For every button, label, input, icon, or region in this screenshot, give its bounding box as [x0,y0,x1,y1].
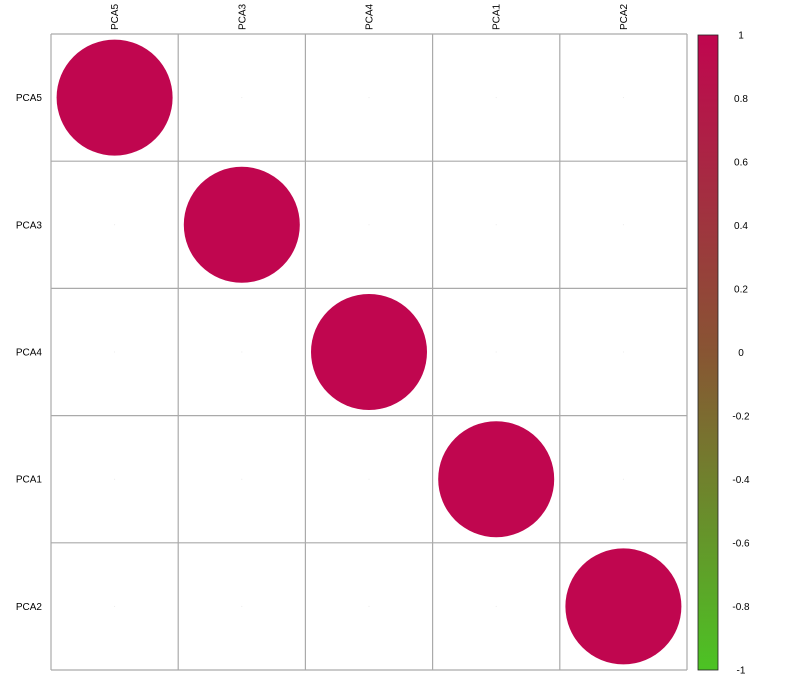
correlation-circle [183,166,300,283]
correlation-circle [241,478,243,480]
correlation-circle [368,605,370,607]
correlation-circle [311,294,427,410]
row-label: PCA5 [16,93,43,104]
colorbar-tick-label: 1 [738,31,744,42]
colorbar-tick-label: -0.6 [732,539,750,550]
row-label: PCA4 [16,348,43,359]
correlation-circle [368,97,370,99]
correlation-circle [622,351,624,353]
colorbar-tick-label: 0 [738,348,744,359]
correlation-circle [114,224,116,226]
colorbar-tick-label: -0.4 [732,475,750,486]
correlation-circle [241,605,243,607]
colorbar-tick-label: -0.2 [732,412,750,423]
colorbar-tick-label: 0.2 [734,285,748,296]
correlation-circle [368,224,370,226]
column-labels: PCA5 PCA3 PCA4 PCA1 PCA2 [110,3,630,30]
correlation-circle [114,351,116,353]
correlation-circle [241,351,243,353]
correlation-circle [114,605,116,607]
correlation-circle [114,478,116,480]
matrix-grid [50,33,688,671]
correlation-circle [622,97,624,99]
correlation-circle [622,224,624,226]
colorbar-tick-label: -0.8 [732,602,750,613]
column-label: PCA2 [619,3,630,30]
colorbar-tick-label: -1 [737,666,746,677]
correlation-circles [56,39,682,665]
correlation-circle [56,39,173,156]
column-label: PCA3 [237,3,248,30]
colorbar-tick-labels: 1 0.8 0.6 0.4 0.2 0 -0.2 -0.4 -0.6 -0.8 -1 [732,31,750,677]
correlation-circle [241,97,243,99]
correlation-circle [565,548,682,665]
correlation-circle [495,224,497,226]
row-labels: PCA5 PCA3 PCA4 PCA1 PCA2 [16,93,43,613]
colorbar-tick-label: 0.4 [734,221,748,232]
column-label: PCA4 [365,3,376,30]
correlation-circle [622,478,624,480]
correlation-circle [495,605,497,607]
row-label: PCA1 [16,475,43,486]
correlation-circle [495,97,497,99]
row-label: PCA2 [16,602,43,613]
colorbar-gradient [697,34,719,671]
column-label: PCA1 [492,3,503,30]
colorbar-tick-label: 0.8 [734,94,748,105]
row-label: PCA3 [16,220,43,231]
colorbar-tick-label: 0.6 [734,158,748,169]
correlation-circle [495,351,497,353]
column-label: PCA5 [110,3,121,30]
correlation-circle [438,421,555,538]
correlation-circle [368,478,370,480]
colorbar [697,34,719,671]
